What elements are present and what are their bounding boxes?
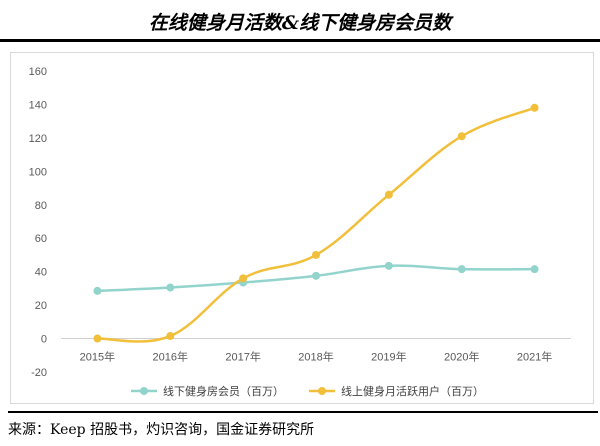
legend-label: 线上健身月活跃用户（百万）: [341, 384, 484, 398]
y-tick-label: 100: [29, 166, 47, 178]
series-2-point: [384, 190, 393, 199]
chart-title: 在线健身月活数&线下健身房会员数: [148, 12, 452, 34]
y-tick-label: 140: [29, 99, 47, 111]
legend-label: 线下健身房会员（百万）: [163, 384, 284, 398]
y-tick-label: 0: [41, 334, 47, 346]
series-2-point: [530, 103, 539, 112]
series-2-point: [166, 332, 175, 341]
y-tick-label: 120: [29, 133, 47, 145]
x-tick-label: 2018年: [298, 350, 333, 364]
series-2-point: [312, 250, 320, 259]
series-2-point: [93, 334, 102, 343]
legend-swatch-marker: [318, 387, 326, 395]
y-tick-label: -20: [31, 367, 47, 379]
series-1-point: [312, 271, 320, 280]
series-1-point: [530, 265, 539, 274]
chart-frame: -20 0 20 40 60 80 100 120 140 160 2015年 2016年 2017年 2…: [10, 52, 594, 404]
series-1-point: [93, 286, 102, 295]
y-tick-label: 20: [35, 300, 47, 312]
series-2-point: [457, 132, 466, 141]
y-tick-label: 160: [29, 66, 47, 78]
y-tick-label: 80: [35, 200, 47, 212]
x-tick-label: 2015年: [80, 350, 115, 364]
title-bar: 在线健身月活数&线下健身房会员数: [0, 0, 600, 42]
x-tick-label: 2016年: [153, 350, 188, 364]
x-tick-label: 2017年: [225, 350, 260, 364]
legend-swatch-marker: [140, 387, 148, 395]
y-tick-label: 40: [35, 267, 47, 279]
x-tick-label: 2021年: [517, 350, 552, 364]
series-1-point: [457, 265, 466, 274]
series-1-point: [384, 261, 393, 270]
series-2-point: [239, 274, 248, 283]
source-note: 来源：Keep 招股书，灼识咨询，国金证券研究所: [8, 411, 598, 439]
series-line-2: [97, 106, 536, 343]
line-chart: -20 0 20 40 60 80 100 120 140 160 2015年 2016年 2017年 2…: [29, 66, 571, 398]
x-tick-label: 2020年: [444, 350, 479, 364]
x-tick-label: 2019年: [371, 350, 406, 364]
y-tick-label: 60: [35, 233, 47, 245]
series-1-point: [166, 283, 175, 292]
